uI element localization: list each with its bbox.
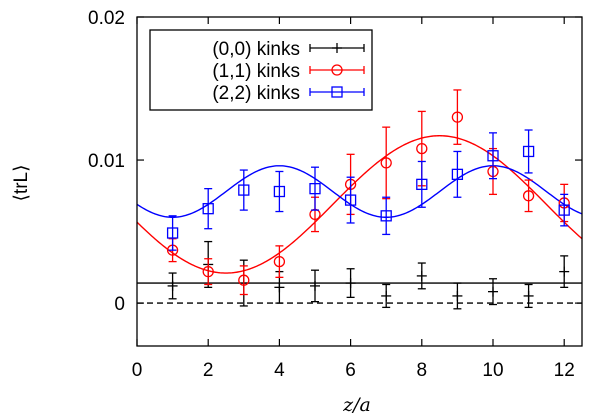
data-point-series-2-10 [522, 129, 535, 174]
fit-curve-series-2 [136, 165, 583, 218]
y-tick-label: 0 [114, 294, 125, 315]
data-point-series-0-8 [452, 282, 463, 310]
data-point-series-0-5 [345, 268, 356, 299]
data-point-series-2-5 [344, 176, 357, 224]
data-point-series-0-7 [416, 262, 427, 290]
legend-label: (2,2) kinks [212, 83, 300, 104]
x-tick-label: 12 [554, 360, 575, 381]
marker [487, 150, 499, 162]
marker [202, 265, 214, 278]
marker [274, 282, 285, 293]
data-point-series-2-9 [487, 132, 499, 180]
marker [202, 203, 214, 215]
marker [452, 290, 463, 301]
x-tick-label: 4 [274, 360, 285, 381]
marker [345, 278, 356, 289]
x-tick-label: 6 [345, 360, 356, 381]
marker [238, 184, 250, 196]
marker [522, 145, 535, 158]
x-tick-label: 2 [203, 360, 214, 381]
legend: (0,0) kinks(1,1) kinks(2,2) kinks [149, 29, 373, 111]
x-tick-label: 10 [482, 360, 503, 381]
plot-area [136, 89, 583, 310]
y-tick-label: 0.02 [88, 8, 125, 29]
axes: 0 2 4 6 8 10 12 0 0.01 0.02 [88, 8, 583, 381]
data-point-series-1-8 [451, 89, 464, 145]
data-point-series-2-2 [238, 169, 250, 211]
y-axis-label: ⟨trL⟩ [11, 165, 32, 202]
legend-entry-0: (0,0) kinks [212, 39, 365, 60]
data-point-series-2-8 [451, 150, 464, 198]
legend-label: (0,0) kinks [212, 39, 300, 60]
data-point-series-1-1 [202, 258, 214, 286]
data-point-series-1-6 [380, 126, 392, 200]
marker [523, 290, 534, 301]
legend-entry-1: (1,1) kinks [212, 61, 365, 82]
marker [166, 227, 179, 239]
data-point-series-1-2 [238, 265, 250, 296]
data-point-series-0-3 [274, 270, 285, 304]
marker [273, 185, 286, 198]
data-point-series-2-4 [309, 166, 321, 211]
x-tick-label: 8 [417, 360, 428, 381]
legend-label: (1,1) kinks [212, 61, 300, 82]
marker [558, 204, 570, 216]
data-point-series-2-6 [380, 196, 392, 236]
marker [310, 280, 320, 291]
data-point-series-0-0 [167, 272, 178, 300]
marker [416, 142, 428, 155]
plot-frame [136, 16, 583, 347]
data-point-series-0-6 [381, 283, 392, 309]
legend-entry-2: (2,2) kinks [212, 83, 365, 104]
data-point-series-0-9 [488, 278, 498, 306]
marker [167, 280, 178, 291]
marker [344, 194, 357, 206]
y-tick-label: 0.01 [88, 151, 125, 172]
data-point-series-0-4 [310, 269, 320, 303]
data-point-series-2-1 [202, 188, 214, 230]
marker [522, 190, 535, 202]
marker [451, 168, 464, 180]
marker [451, 111, 464, 123]
legend-marker [331, 86, 343, 98]
marker [273, 255, 286, 268]
marker [381, 290, 392, 301]
marker [488, 286, 498, 297]
legend-marker [331, 64, 343, 76]
x-axis-label: z/a [342, 394, 371, 416]
legend-marker [332, 43, 342, 53]
marker [416, 178, 428, 191]
marker [380, 210, 392, 222]
marker [416, 270, 427, 281]
marker [309, 183, 321, 195]
marker [380, 157, 392, 169]
data-point-series-0-10 [523, 283, 534, 309]
data-point-series-1-3 [273, 245, 286, 278]
data-point-series-2-0 [166, 215, 179, 251]
x-tick-label: 0 [132, 360, 143, 381]
data-point-series-2-3 [273, 170, 286, 213]
data-point-series-1-10 [522, 179, 535, 213]
marker [238, 274, 250, 286]
marker [559, 266, 570, 277]
data-point-series-2-7 [416, 160, 428, 208]
data-point-series-2-11 [558, 193, 570, 227]
data-point-series-0-11 [559, 255, 570, 289]
